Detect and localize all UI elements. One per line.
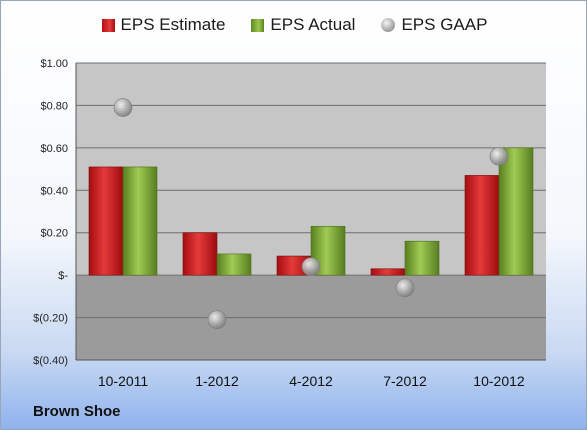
bar-eps-actual [498,147,534,276]
bar-eps-estimate [464,175,500,276]
legend-swatch-eps-actual [251,18,265,32]
point-eps-gaap [207,310,227,329]
y-tick-label: $(0.40) [33,355,68,367]
y-tick-label: $- [58,270,68,282]
legend: EPS Estimate EPS Actual EPS GAAP [1,15,587,35]
x-tick-label: 1-2012 [195,373,239,389]
point-eps-gaap [489,147,509,166]
bar-eps-estimate [88,166,124,276]
y-tick-label: $0.40 [40,185,68,197]
bar-eps-actual [122,166,158,276]
x-tick-label: 10-2012 [473,373,525,389]
point-eps-gaap [301,257,321,276]
legend-swatch-eps-gaap [381,18,396,32]
point-eps-gaap [113,98,133,117]
legend-label-eps-actual: EPS Actual [270,15,356,34]
point-eps-gaap [395,278,415,298]
legend-swatch-eps-estimate [101,18,115,32]
legend-label-eps-gaap: EPS GAAP [401,15,488,34]
bar-eps-estimate [370,268,406,276]
legend-item-eps-actual: EPS Actual [251,15,355,35]
x-tick-label: 4-2012 [289,373,333,389]
legend-label-eps-estimate: EPS Estimate [120,15,226,34]
x-tick-label: 7-2012 [383,373,427,389]
bar-eps-actual [216,253,252,276]
bar-eps-estimate [182,232,218,276]
y-tick-label: $0.20 [40,228,68,240]
y-tick-label: $0.60 [40,143,68,155]
company-label: Brown Shoe [33,403,121,420]
y-tick-label: $0.80 [40,100,68,112]
legend-item-eps-estimate: EPS Estimate [101,15,226,35]
y-tick-label: $1.00 [40,58,68,70]
bar-eps-actual [404,240,440,276]
y-tick-label: $(0.20) [33,313,68,325]
legend-item-eps-gaap: EPS GAAP [381,15,487,35]
x-tick-label: 10-2011 [98,373,149,389]
